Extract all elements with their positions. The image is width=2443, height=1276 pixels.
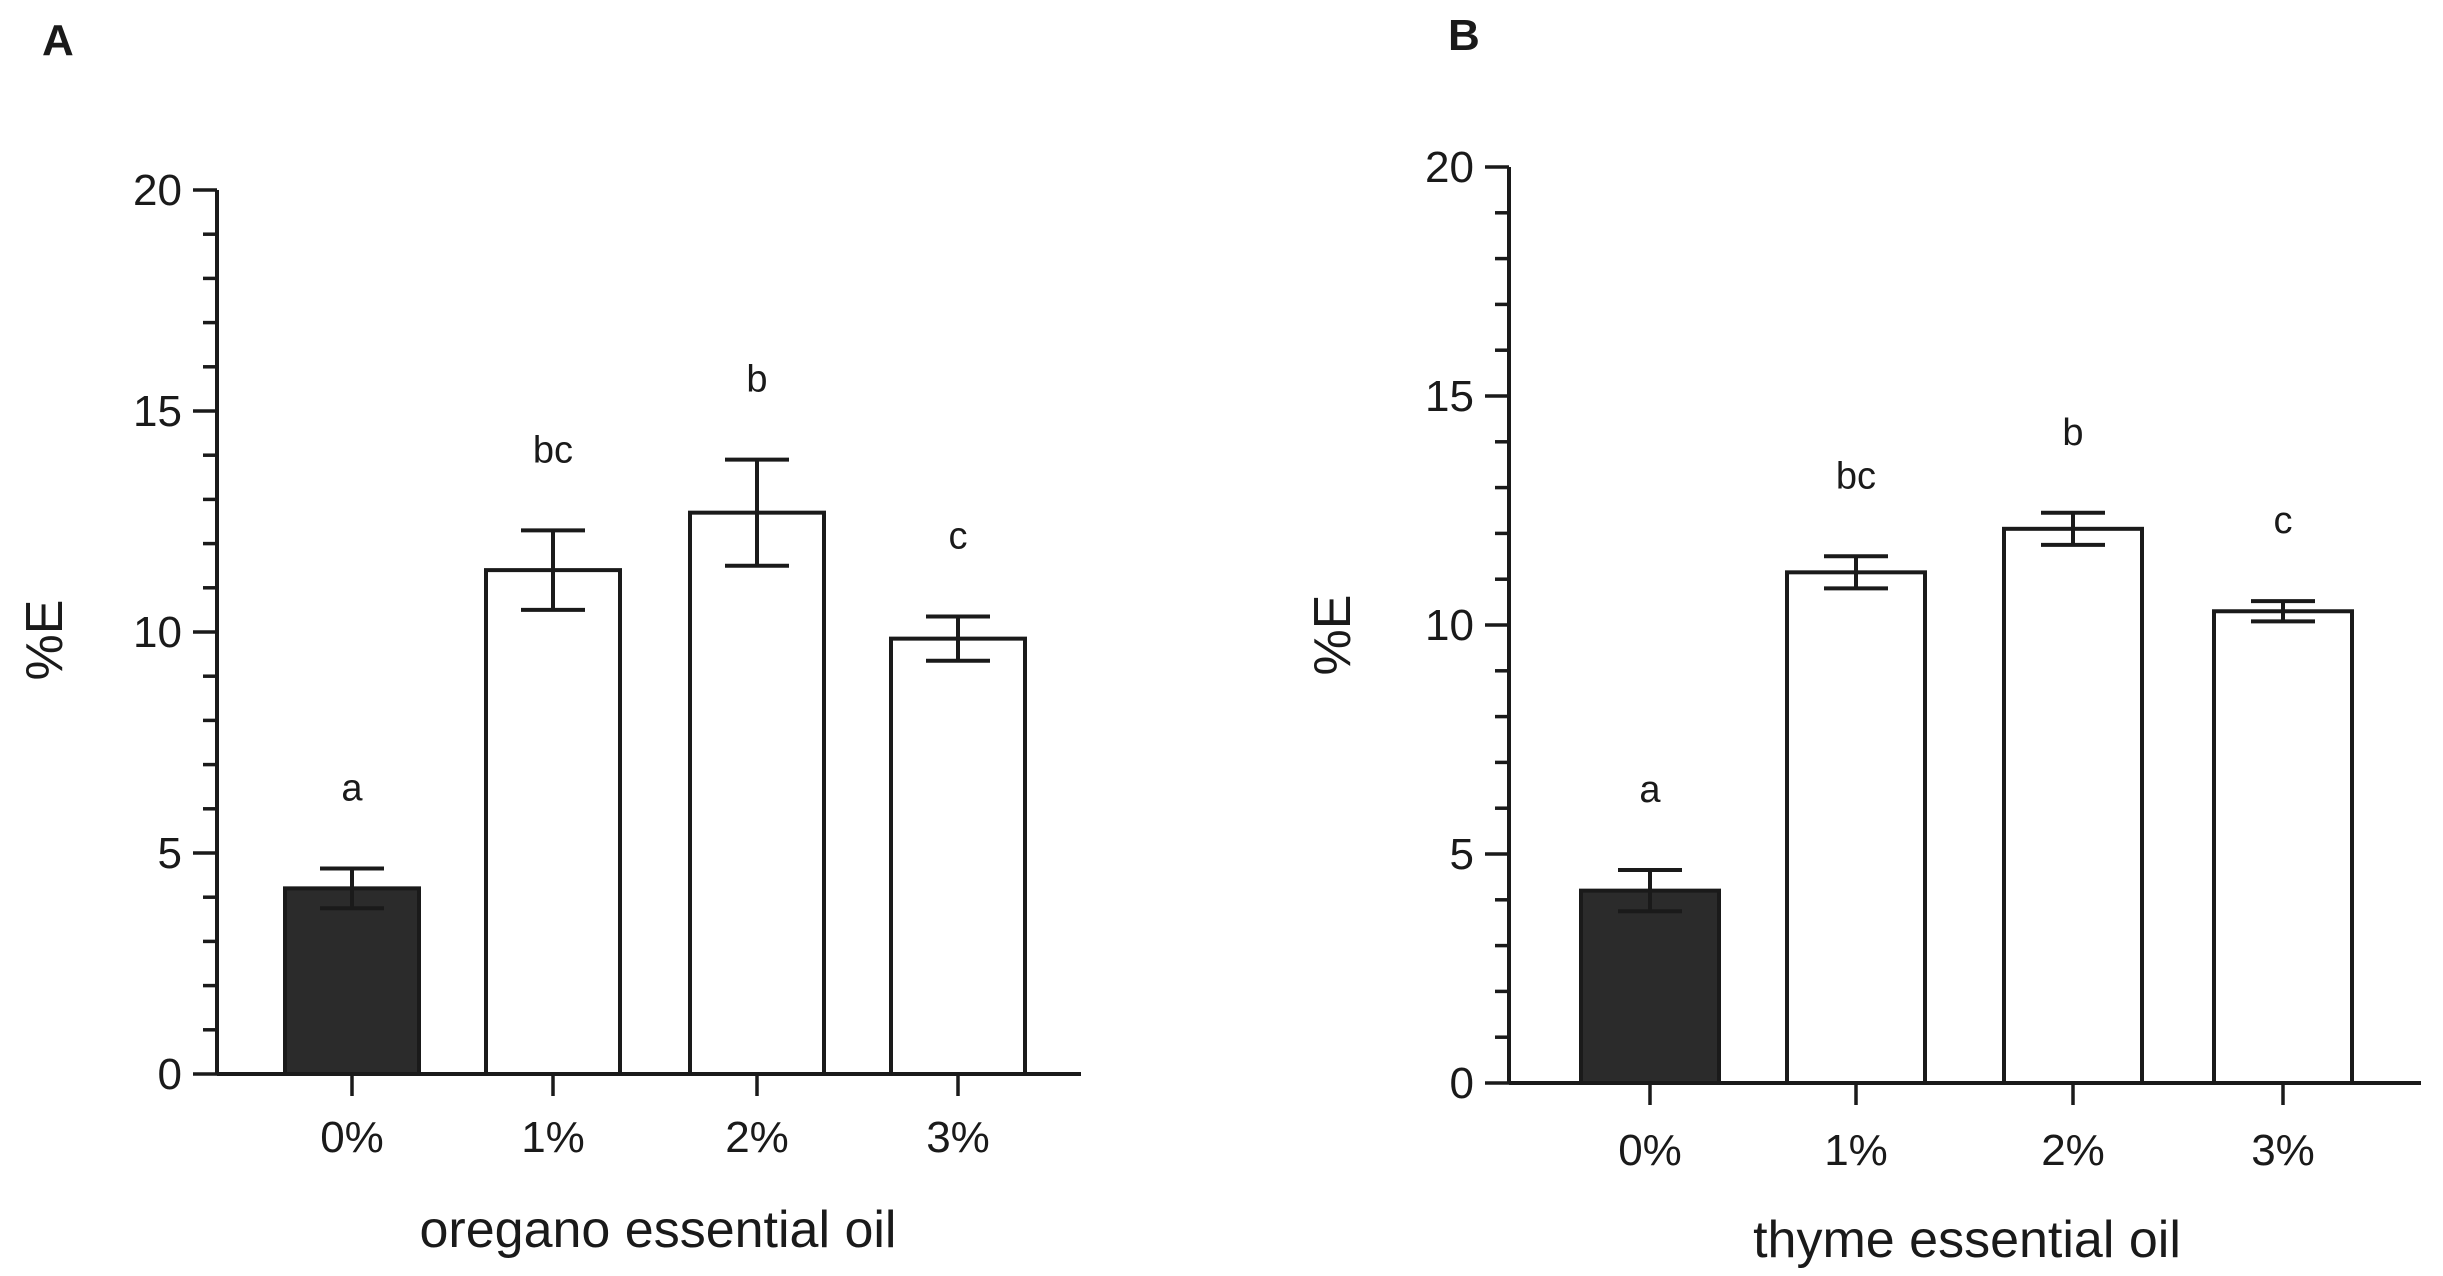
y-tick-label-a: 0: [158, 1050, 182, 1099]
x-tick-label-a-4: 3%: [926, 1113, 990, 1162]
significance-label-a-4: c: [949, 516, 968, 558]
x-axis-title-a: oregano essential oil: [420, 1201, 897, 1259]
bar-b-3: [2002, 526, 2144, 1085]
y-tick-label-a: 15: [133, 387, 182, 436]
panel-letter-b: B: [1448, 11, 1480, 60]
y-tick-label-b: 20: [1425, 143, 1474, 192]
bar-b-4: [2212, 609, 2354, 1085]
y-tick-label-a: 10: [133, 608, 182, 657]
significance-label-b-4: c: [2274, 500, 2293, 542]
significance-label-b-1: a: [1639, 769, 1661, 811]
plot-area-a: 0 5 10 15 20 a 0% bc 1% b 2% c 3%: [133, 166, 1081, 1162]
significance-label-a-3: b: [746, 359, 767, 401]
bar-b-2: [1785, 570, 1927, 1086]
panel-b: B %E thyme essential oil 05101520a0%bc1%…: [1304, 11, 2421, 1269]
y-tick-label-a: 5: [158, 829, 182, 878]
x-tick-label-a-2: 1%: [521, 1113, 585, 1162]
bar-a-4: [889, 636, 1027, 1076]
y-tick-label-b: 0: [1450, 1059, 1474, 1108]
significance-label-b-2: bc: [1836, 455, 1876, 497]
y-axis-title-a: %E: [16, 600, 74, 681]
panel-a: A %E oregano essential oil 05101520a0%bc…: [16, 16, 1081, 1259]
plot-area-b: 0 5 10 15 20 a 0% bc 1% b 2% c 3%: [1425, 143, 2421, 1175]
x-tick-label-b-4: 3%: [2251, 1126, 2315, 1175]
bar-a-1: [283, 886, 421, 1076]
y-tick-label-a: 20: [133, 166, 182, 215]
panel-letter-a: A: [42, 16, 74, 65]
x-tick-label-a-3: 2%: [725, 1113, 789, 1162]
y-tick-label-b: 10: [1425, 601, 1474, 650]
y-axis-title-b: %E: [1304, 595, 1362, 676]
y-tick-label-b: 15: [1425, 372, 1474, 421]
x-tick-label-b-2: 1%: [1824, 1126, 1888, 1175]
y-tick-label-b: 5: [1450, 830, 1474, 879]
x-tick-label-b-1: 0%: [1618, 1126, 1682, 1175]
bar-a-2: [484, 568, 622, 1076]
significance-label-a-1: a: [341, 767, 363, 809]
x-tick-label-b-3: 2%: [2041, 1126, 2105, 1175]
bar-a-3: [688, 510, 826, 1076]
x-axis-title-b: thyme essential oil: [1753, 1211, 2181, 1269]
x-tick-label-a-1: 0%: [320, 1113, 384, 1162]
bar-b-1: [1579, 888, 1721, 1086]
significance-label-b-3: b: [2062, 412, 2083, 454]
significance-label-a-2: bc: [533, 429, 573, 471]
